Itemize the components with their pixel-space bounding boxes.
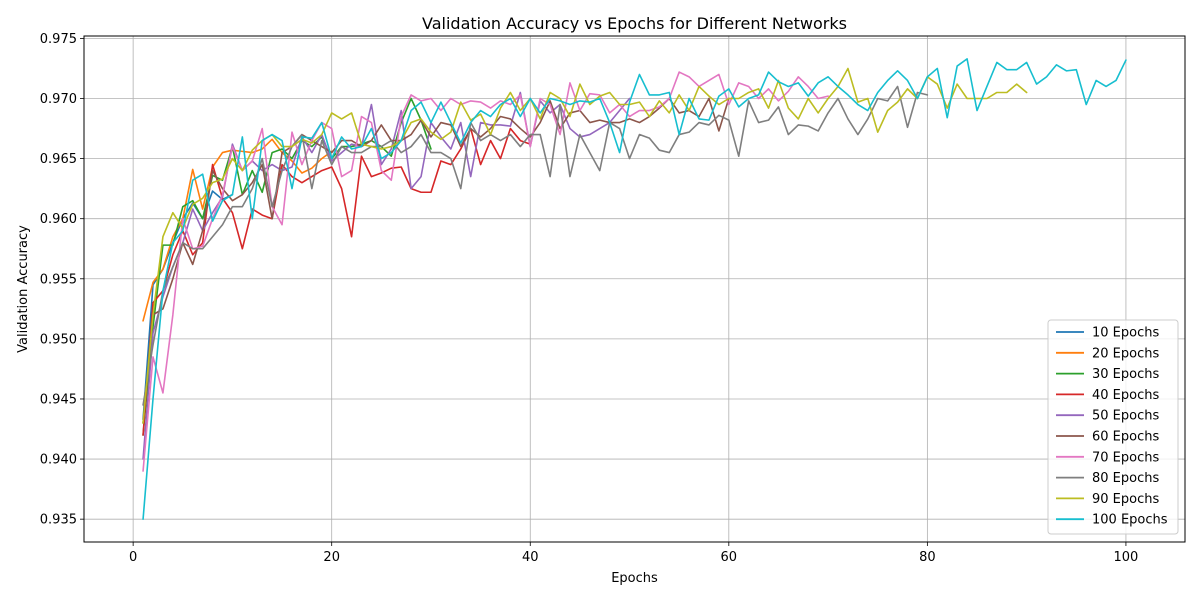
chart-title: Validation Accuracy vs Epochs for Differ… <box>422 14 847 33</box>
x-tick-label: 100 <box>1114 550 1139 565</box>
series-line-20-epochs <box>142 138 333 322</box>
x-axis-title: Epochs <box>611 571 658 586</box>
legend-item: 100 Epochs <box>1056 513 1168 528</box>
series-line-60-epochs <box>142 97 730 424</box>
y-tick-label: 0.955 <box>40 272 77 287</box>
x-tick-label: 20 <box>323 550 340 565</box>
x-tick-label: 0 <box>129 550 137 565</box>
legend-item: 70 Epochs <box>1056 450 1159 465</box>
y-tick-label: 0.960 <box>40 212 77 227</box>
y-tick-label: 0.970 <box>40 92 77 107</box>
legend-item: 80 Epochs <box>1056 471 1159 486</box>
series-lines <box>142 58 1127 520</box>
legend-item: 60 Epochs <box>1056 430 1159 445</box>
legend-label: 40 Epochs <box>1092 388 1159 403</box>
legend-item: 10 Epochs <box>1056 326 1159 341</box>
legend-label: 90 Epochs <box>1092 492 1159 507</box>
x-tick-label: 40 <box>522 550 539 565</box>
y-tick-label: 0.975 <box>40 32 77 47</box>
series-line-90-epochs <box>142 67 1028 424</box>
x-tick-label: 60 <box>721 550 738 565</box>
y-tick-label: 0.965 <box>40 152 77 167</box>
axis-ticks: 0 20 40 60 80 100 0.935 0.940 0.945 0.950 0.955 0.9… <box>40 32 1139 565</box>
series-line-100-epochs <box>142 58 1127 520</box>
series-line-80-epochs <box>142 85 929 406</box>
legend-label: 60 Epochs <box>1092 430 1159 445</box>
legend-item: 40 Epochs <box>1056 388 1159 403</box>
y-tick-label: 0.940 <box>40 453 77 468</box>
x-tick-label: 80 <box>919 550 936 565</box>
plot-frame <box>83 35 1186 543</box>
legend-label: 50 Epochs <box>1092 409 1159 424</box>
y-axis-title: Validation Accuracy <box>16 225 31 353</box>
legend-label: 30 Epochs <box>1092 367 1159 382</box>
legend-label: 70 Epochs <box>1092 450 1159 465</box>
y-tick-label: 0.935 <box>40 513 77 528</box>
legend-item: 30 Epochs <box>1056 367 1159 382</box>
legend-item: 50 Epochs <box>1056 409 1159 424</box>
legend-item: 20 Epochs <box>1056 346 1159 361</box>
legend-label: 80 Epochs <box>1092 471 1159 486</box>
y-tick-label: 0.945 <box>40 392 77 407</box>
legend-label: 20 Epochs <box>1092 346 1159 361</box>
legend-item: 90 Epochs <box>1056 492 1159 507</box>
grid <box>84 36 1185 542</box>
legend-label: 10 Epochs <box>1092 326 1159 341</box>
legend: 10 Epochs 20 Epochs 30 Epochs 40 Epochs 50 E… <box>1047 319 1179 535</box>
y-tick-label: 0.950 <box>40 332 77 347</box>
legend-label: 100 Epochs <box>1092 513 1168 528</box>
